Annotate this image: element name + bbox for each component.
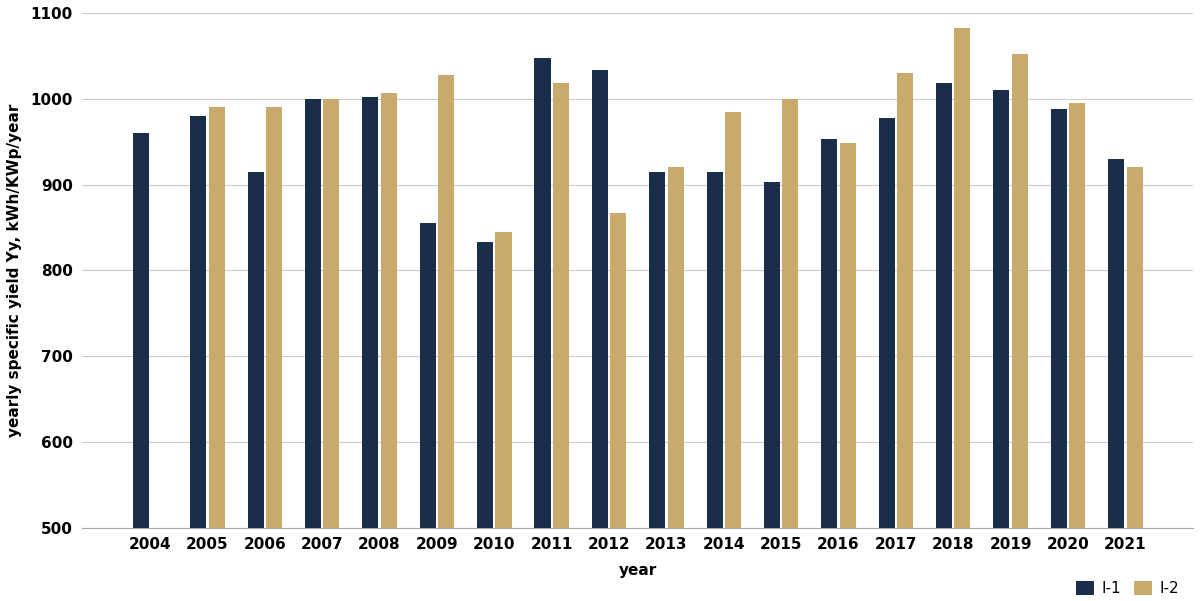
Bar [898, 73, 913, 528]
Bar [1108, 159, 1124, 528]
Bar [936, 84, 952, 528]
Bar [878, 118, 895, 528]
Bar [209, 108, 224, 528]
Bar [191, 116, 206, 528]
Bar [553, 84, 569, 528]
Bar [667, 167, 684, 528]
X-axis label: year: year [618, 564, 656, 579]
Bar [1069, 103, 1085, 528]
Bar [323, 99, 340, 528]
Bar [247, 172, 264, 528]
Bar [821, 139, 838, 528]
Bar [994, 90, 1009, 528]
Bar [592, 70, 608, 528]
Bar [610, 213, 626, 528]
Bar [305, 99, 322, 528]
Bar [420, 223, 436, 528]
Legend: I-1, I-2: I-1, I-2 [1069, 575, 1186, 601]
Bar [954, 28, 971, 528]
Bar [764, 182, 780, 528]
Bar [380, 93, 397, 528]
Bar [1012, 54, 1028, 528]
Bar [133, 133, 149, 528]
Bar [782, 99, 798, 528]
Bar [478, 242, 493, 528]
Bar [1051, 109, 1067, 528]
Bar [438, 75, 454, 528]
Bar [707, 172, 722, 528]
Y-axis label: yearly specific yield Yy, kWh/KWp/year: yearly specific yield Yy, kWh/KWp/year [7, 103, 22, 437]
Bar [266, 108, 282, 528]
Bar [725, 112, 740, 528]
Bar [1127, 167, 1142, 528]
Bar [649, 172, 665, 528]
Bar [362, 97, 378, 528]
Bar [496, 232, 511, 528]
Bar [534, 58, 551, 528]
Bar [840, 143, 856, 528]
